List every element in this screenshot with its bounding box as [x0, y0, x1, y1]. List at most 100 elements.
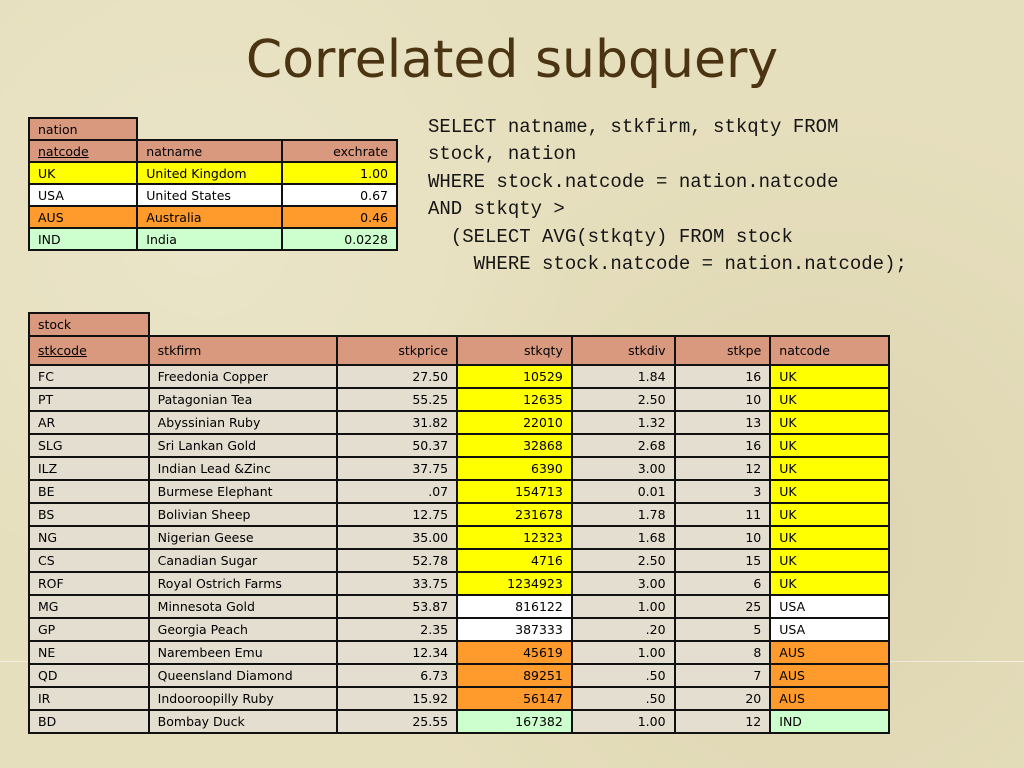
stock-table-body: FC Freedonia Copper 27.50 10529 1.84 16 UK PT Pa… — [28, 364, 890, 734]
stock-cell-stkcode: AR — [28, 410, 150, 435]
stock-row: AR Abyssinian Ruby 31.82 22010 1.32 13 UK — [28, 410, 890, 435]
stock-cell-stkfirm: Georgia Peach — [147, 617, 339, 642]
stock-row: PT Patagonian Tea 55.25 12635 2.50 10 UK — [28, 387, 890, 412]
stock-cell-stkdiv: 0.01 — [570, 479, 676, 504]
stock-cell-stkpe: 3 — [673, 479, 772, 504]
stock-col-stkcode: stkcode — [28, 335, 150, 366]
stock-row: SLG Sri Lankan Gold 50.37 32868 2.68 16 UK — [28, 433, 890, 458]
stock-cell-stkpe: 16 — [673, 364, 772, 389]
nation-cell-natname: United Kingdom — [136, 161, 283, 185]
stock-cell-stkqty: 4716 — [456, 548, 573, 573]
stock-cell-stkprice: 27.50 — [336, 364, 459, 389]
stock-cell-stkpe: 5 — [673, 617, 772, 642]
stock-cell-stkfirm: Queensland Diamond — [147, 663, 339, 688]
stock-cell-stkprice: .07 — [336, 479, 459, 504]
nation-cell-exchrate: 0.46 — [280, 205, 399, 229]
stock-cell-stkprice: 35.00 — [336, 525, 459, 550]
nation-col-natname: natname — [136, 139, 283, 163]
stock-cell-stkcode: BE — [28, 479, 150, 504]
stock-cell-stkfirm: Nigerian Geese — [147, 525, 339, 550]
stock-cell-stkfirm: Patagonian Tea — [147, 387, 339, 412]
stock-cell-stkqty: 816122 — [456, 594, 573, 619]
stock-cell-stkcode: NE — [28, 640, 150, 665]
stock-row: MG Minnesota Gold 53.87 816122 1.00 25 USA — [28, 594, 890, 619]
nation-row: USA United States 0.67 — [27, 183, 399, 207]
stock-cell-stkcode: ROF — [28, 571, 150, 596]
stock-cell-stkfirm: Freedonia Copper — [147, 364, 339, 389]
slide-title: Correlated subquery — [245, 30, 779, 90]
stock-cell-natcode: UK — [769, 525, 890, 550]
stock-cell-stkcode: SLG — [28, 433, 150, 458]
stock-cell-stkdiv: 3.00 — [570, 456, 676, 481]
stock-cell-stkpe: 7 — [673, 663, 772, 688]
stock-col-stkprice: stkprice — [336, 335, 459, 366]
stock-cell-stkfirm: Sri Lankan Gold — [147, 433, 339, 458]
stock-cell-stkpe: 20 — [673, 686, 772, 711]
stock-cell-stkqty: 45619 — [456, 640, 573, 665]
stock-cell-natcode: IND — [769, 709, 890, 734]
stock-cell-stkqty: 154713 — [456, 479, 573, 504]
stock-row: QD Queensland Diamond 6.73 89251.50 7 AUS — [28, 663, 890, 688]
nation-row: IND India 0.0228 — [27, 227, 399, 251]
stock-cell-stkcode: PT — [28, 387, 150, 412]
stock-col-stkpe: stkpe — [673, 335, 772, 366]
stock-cell-stkqty: 12635 — [456, 387, 573, 412]
stock-row: ROF Royal Ostrich Farms 33.75 1234923 3.00 6 U… — [28, 571, 890, 596]
stock-cell-stkcode: QD — [28, 663, 150, 688]
stock-col-stkdiv: stkdiv — [570, 335, 676, 366]
nation-cell-natcode: AUS — [27, 205, 139, 229]
stock-table-name-spacer — [149, 313, 889, 336]
stock-col-stkfirm: stkfirm — [147, 335, 339, 366]
stock-row: GP Georgia Peach 2.35 387333.20 5 USA — [28, 617, 890, 642]
sql-query: SELECT natname, stkfirm, stkqty FROM sto… — [428, 116, 907, 276]
stock-cell-stkfirm: Narembeen Emu — [147, 640, 339, 665]
stock-cell-natcode: UK — [769, 387, 890, 412]
stock-cell-stkprice: 50.37 — [336, 433, 459, 458]
stock-cell-stkcode: FC — [28, 364, 150, 389]
stock-cell-stkfirm: Abyssinian Ruby — [147, 410, 339, 435]
stock-cell-stkpe: 25 — [673, 594, 772, 619]
stock-row: IR Indooroopilly Ruby 15.92 56147.50 20 AUS — [28, 686, 890, 711]
stock-cell-stkdiv: 2.50 — [570, 387, 676, 412]
stock-cell-stkdiv: 1.84 — [570, 364, 676, 389]
stock-row: CS Canadian Sugar 52.78 4716 2.50 15 UK — [28, 548, 890, 573]
stock-cell-stkqty: 12323 — [456, 525, 573, 550]
stock-cell-stkqty: 6390 — [456, 456, 573, 481]
stock-cell-natcode: USA — [769, 617, 890, 642]
stock-cell-natcode: UK — [769, 364, 890, 389]
stock-cell-stkqty: 167382 — [456, 709, 573, 734]
stock-cell-stkqty: 22010 — [456, 410, 573, 435]
stock-cell-stkprice: 53.87 — [336, 594, 459, 619]
stock-cell-stkdiv: 2.50 — [570, 548, 676, 573]
stock-cell-stkprice: 2.35 — [336, 617, 459, 642]
stock-table-name: stock — [28, 312, 150, 337]
stock-cell-stkpe: 12 — [673, 709, 772, 734]
stock-cell-stkfirm: Burmese Elephant — [147, 479, 339, 504]
stock-cell-stkprice: 12.75 — [336, 502, 459, 527]
stock-cell-stkpe: 15 — [673, 548, 772, 573]
stock-cell-stkcode: BS — [28, 502, 150, 527]
stock-cell-stkcode: CS — [28, 548, 150, 573]
stock-cell-stkcode: NG — [28, 525, 150, 550]
nation-table: nation natcode natname exchrate UK Unite… — [27, 117, 399, 251]
stock-cell-stkprice: 15.92 — [336, 686, 459, 711]
stock-row: BS Bolivian Sheep 12.75 231678 1.78 11 UK — [28, 502, 890, 527]
nation-cell-exchrate: 0.67 — [280, 183, 399, 207]
stock-cell-stkprice: 55.25 — [336, 387, 459, 412]
stock-cell-stkpe: 13 — [673, 410, 772, 435]
stock-cell-natcode: UK — [769, 479, 890, 504]
stock-cell-stkpe: 11 — [673, 502, 772, 527]
nation-cell-natcode: UK — [27, 161, 139, 185]
stock-cell-natcode: UK — [769, 456, 890, 481]
stock-cell-stkdiv: 1.00 — [570, 594, 676, 619]
stock-cell-stkdiv: 1.32 — [570, 410, 676, 435]
stock-cell-stkpe: 12 — [673, 456, 772, 481]
nation-col-natcode: natcode — [27, 139, 139, 163]
stock-cell-stkpe: 10 — [673, 525, 772, 550]
stock-row: FC Freedonia Copper 27.50 10529 1.84 16 UK — [28, 364, 890, 389]
stock-cell-stkprice: 33.75 — [336, 571, 459, 596]
stock-cell-natcode: AUS — [769, 686, 890, 711]
nation-row: UK United Kingdom 1.00 — [27, 161, 399, 185]
stock-cell-natcode: AUS — [769, 640, 890, 665]
stock-cell-stkdiv: 1.00 — [570, 709, 676, 734]
